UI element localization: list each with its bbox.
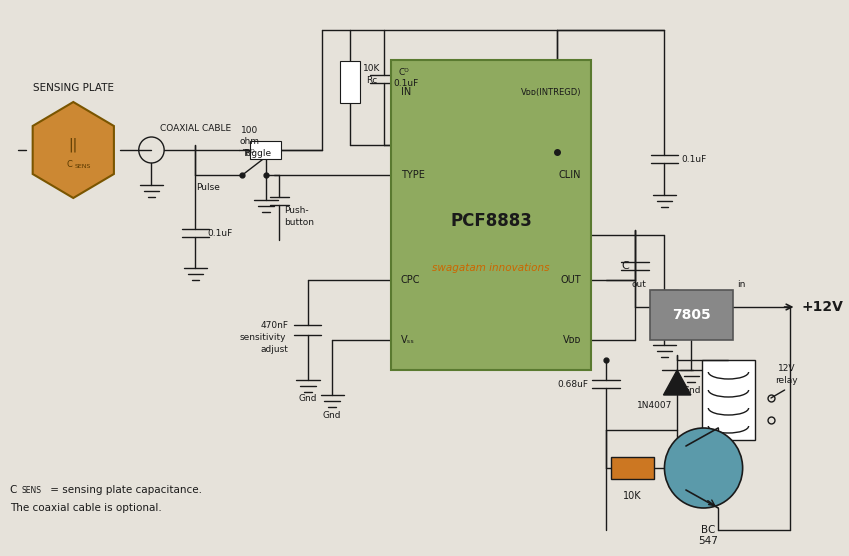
Text: CLIN: CLIN	[559, 170, 582, 180]
Text: 1N4007: 1N4007	[637, 400, 672, 410]
Text: out: out	[631, 280, 646, 289]
FancyBboxPatch shape	[391, 60, 591, 370]
FancyBboxPatch shape	[340, 61, 360, 103]
Text: 0.1uF: 0.1uF	[394, 78, 419, 87]
Text: BC: BC	[701, 525, 716, 535]
Text: SENS: SENS	[21, 485, 42, 494]
Text: 7805: 7805	[672, 308, 711, 322]
Text: SENS: SENS	[75, 163, 91, 168]
Text: sensitivity: sensitivity	[239, 332, 286, 341]
Text: C: C	[10, 485, 17, 495]
Text: OUT: OUT	[561, 275, 582, 285]
Text: C: C	[621, 261, 629, 271]
Text: Rᴄ: Rᴄ	[366, 76, 377, 85]
Text: Toggle: Toggle	[243, 148, 272, 157]
Text: Push-: Push-	[284, 206, 309, 215]
Text: 547: 547	[699, 536, 718, 546]
Text: adjust: adjust	[261, 345, 289, 354]
Text: swagatam innovations: swagatam innovations	[432, 262, 550, 272]
Polygon shape	[663, 370, 691, 395]
Text: = sensing plate capacitance.: = sensing plate capacitance.	[47, 485, 202, 495]
Text: Gnd: Gnd	[682, 385, 700, 395]
Text: Vₛₛ: Vₛₛ	[401, 335, 414, 345]
Text: 0.1uF: 0.1uF	[207, 229, 233, 237]
FancyBboxPatch shape	[610, 457, 654, 479]
Text: PCF8883: PCF8883	[450, 212, 532, 230]
Text: 22pF: 22pF	[681, 290, 703, 299]
Text: C: C	[66, 160, 72, 168]
Text: The coaxial cable is optional.: The coaxial cable is optional.	[10, 503, 161, 513]
Text: 0.68uF: 0.68uF	[557, 380, 588, 389]
Text: Gnd: Gnd	[323, 410, 341, 419]
Text: Vᴅᴅ: Vᴅᴅ	[563, 335, 582, 345]
Text: ohm: ohm	[239, 137, 259, 146]
Text: 100: 100	[240, 126, 258, 135]
Text: +12V: +12V	[801, 300, 843, 314]
Text: SENSING PLATE: SENSING PLATE	[33, 83, 114, 93]
Text: 10K: 10K	[623, 491, 642, 501]
Text: 12V: 12V	[778, 364, 796, 373]
Text: IN: IN	[401, 87, 411, 97]
Text: 10K: 10K	[363, 63, 380, 72]
Text: 0.1uF: 0.1uF	[681, 155, 706, 163]
Text: Gnd: Gnd	[299, 394, 317, 403]
Text: Cᴼ: Cᴼ	[398, 67, 409, 77]
Text: Vᴅᴅ(INTREGD): Vᴅᴅ(INTREGD)	[521, 87, 582, 97]
Text: COAXIAL CABLE: COAXIAL CABLE	[160, 123, 231, 132]
Text: TYPE: TYPE	[401, 170, 424, 180]
Polygon shape	[32, 102, 114, 198]
Text: 470nF: 470nF	[261, 320, 289, 330]
Text: in: in	[737, 280, 745, 289]
Text: button: button	[284, 217, 314, 226]
Text: Pulse: Pulse	[196, 182, 220, 191]
Text: relay: relay	[775, 375, 798, 385]
Text: ||: ||	[69, 138, 78, 152]
Text: CPC: CPC	[401, 275, 420, 285]
FancyBboxPatch shape	[701, 360, 756, 440]
Circle shape	[665, 428, 743, 508]
FancyBboxPatch shape	[649, 290, 733, 340]
Text: Rᴼ: Rᴼ	[244, 148, 255, 157]
FancyBboxPatch shape	[250, 141, 281, 159]
